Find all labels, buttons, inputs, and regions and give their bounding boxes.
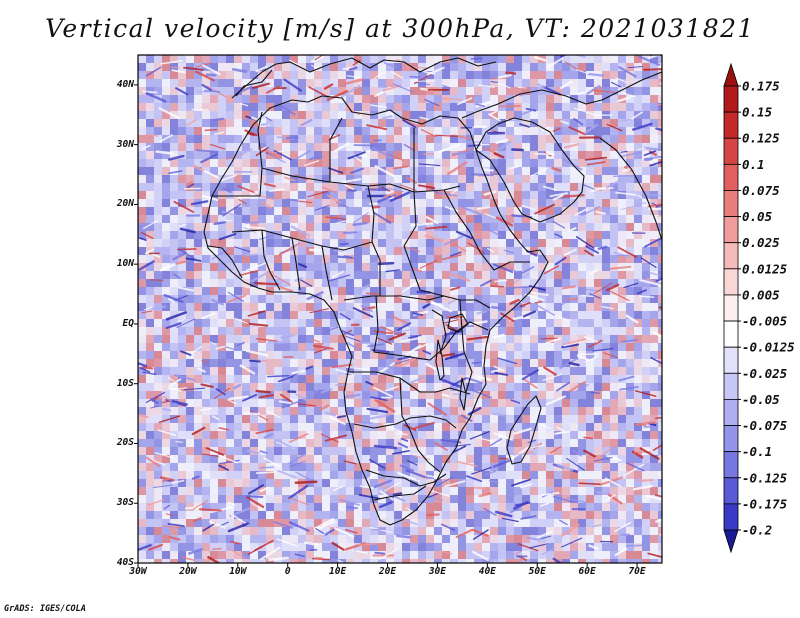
lake-victoria — [447, 313, 469, 333]
colorbar-label: -0.05 — [742, 392, 780, 407]
border — [443, 189, 530, 271]
border — [348, 371, 471, 395]
colorbar-label: -0.005 — [742, 314, 788, 329]
colorbar-swatch — [723, 190, 739, 217]
lon-tick-label: 30W — [129, 566, 147, 577]
lon-tick-label: 40E — [478, 566, 496, 577]
border — [373, 485, 427, 501]
velocity-field — [138, 55, 662, 563]
colorbar-label: 0.075 — [742, 183, 780, 198]
colorbar-top-arrow — [723, 62, 739, 87]
lake-tanganyika — [435, 339, 445, 381]
border — [212, 167, 461, 197]
colorbar-label: 0.025 — [742, 235, 780, 250]
colorbar-swatch — [723, 399, 739, 426]
border — [365, 469, 447, 487]
asia-coast — [599, 137, 662, 241]
madagascar-coastline — [506, 395, 542, 465]
colorbar-label: 0.125 — [742, 131, 780, 146]
border — [291, 237, 301, 291]
lon-tick-label: 0 — [284, 566, 291, 577]
border — [207, 245, 243, 279]
colorbar-label: 0.05 — [742, 209, 773, 224]
europe-coast — [231, 57, 497, 99]
axis-ticks — [134, 84, 638, 567]
border — [257, 111, 263, 169]
colorbar-swatch — [723, 425, 739, 453]
lat-tick-label: 40N — [116, 78, 134, 90]
coastlines-and-borders — [203, 57, 662, 526]
colorbar-swatch — [723, 320, 739, 348]
border — [373, 295, 489, 361]
lat-tick-label: 20S — [116, 437, 134, 449]
lon-tick-label: 60E — [578, 566, 596, 577]
colorbar-label: -0.0125 — [742, 340, 795, 355]
colorbar-label: 0.1 — [742, 157, 765, 172]
lon-tick-label: 20E — [378, 566, 397, 577]
lon-tick-label: 30E — [428, 566, 446, 577]
border — [329, 117, 343, 182]
colorbar-label: 0.0125 — [742, 261, 788, 276]
iberia-coast — [235, 69, 273, 97]
colorbar-label: 0.175 — [742, 79, 780, 94]
border — [231, 229, 373, 251]
lat-tick-label: 30N — [116, 138, 134, 150]
colorbar-swatch — [723, 163, 739, 191]
colorbar-swatch — [723, 503, 739, 531]
lon-tick-label: 50E — [528, 566, 546, 577]
velocity-streaks — [138, 55, 662, 563]
lat-tick-label: 10N — [116, 258, 134, 270]
lat-tick-label: 10S — [116, 377, 134, 389]
colorbar: 0.175 0.15 0.125 0.1 0.075 0.05 0.025 0.0125 0.0… — [723, 62, 795, 554]
border — [403, 191, 445, 297]
colorbar-swatch — [723, 242, 739, 270]
lon-tick-label: 10W — [229, 566, 247, 577]
middle-east-coast — [461, 71, 662, 119]
colorbar-swatch — [723, 216, 739, 244]
border — [343, 295, 491, 309]
border — [459, 299, 473, 393]
colorbar-swatch — [723, 137, 739, 165]
colorbar-swatch — [723, 372, 739, 400]
arabia-coastline — [475, 117, 585, 223]
lake-malawi — [459, 377, 467, 411]
border — [261, 229, 281, 291]
lon-tick-label: 10E — [329, 566, 347, 577]
colorbar-swatch — [723, 268, 739, 296]
border — [353, 415, 457, 429]
border — [431, 309, 447, 355]
lon-tick-label: 20W — [179, 566, 197, 577]
lat-tick-label: 40S — [116, 557, 134, 568]
africa-coastline — [203, 95, 549, 526]
colorbar-swatch — [723, 346, 739, 374]
colorbar-swatch — [723, 477, 739, 505]
lat-tick-label: EQ — [122, 317, 134, 329]
lat-tick-label: 20N — [116, 198, 134, 210]
colorbar-label: -0.025 — [742, 366, 788, 381]
border — [321, 245, 333, 301]
colorbar-label: -0.1 — [742, 444, 772, 459]
colorbar-label: -0.175 — [742, 496, 788, 511]
colorbar-swatch — [723, 111, 739, 139]
colorbar-swatch — [723, 85, 739, 113]
border — [399, 377, 441, 473]
colorbar-label: -0.075 — [742, 418, 788, 433]
colorbar-swatch — [723, 451, 739, 479]
grads-credit: GrADS: IGES/COLA — [4, 604, 86, 614]
plot-frame — [137, 54, 663, 564]
colorbar-bottom-arrow — [723, 529, 739, 554]
lon-tick-label: 70E — [628, 566, 646, 577]
colorbar-label: 0.005 — [742, 287, 780, 302]
colorbar-label: -0.125 — [742, 470, 788, 485]
colorbar-label: -0.2 — [742, 523, 772, 538]
lat-tick-label: 30S — [116, 497, 134, 509]
colorbar-swatch — [723, 294, 739, 322]
plot-title: Vertical velocity [m/s] at 300hPa, VT: 2… — [45, 14, 755, 43]
colorbar-label: 0.15 — [742, 105, 773, 120]
